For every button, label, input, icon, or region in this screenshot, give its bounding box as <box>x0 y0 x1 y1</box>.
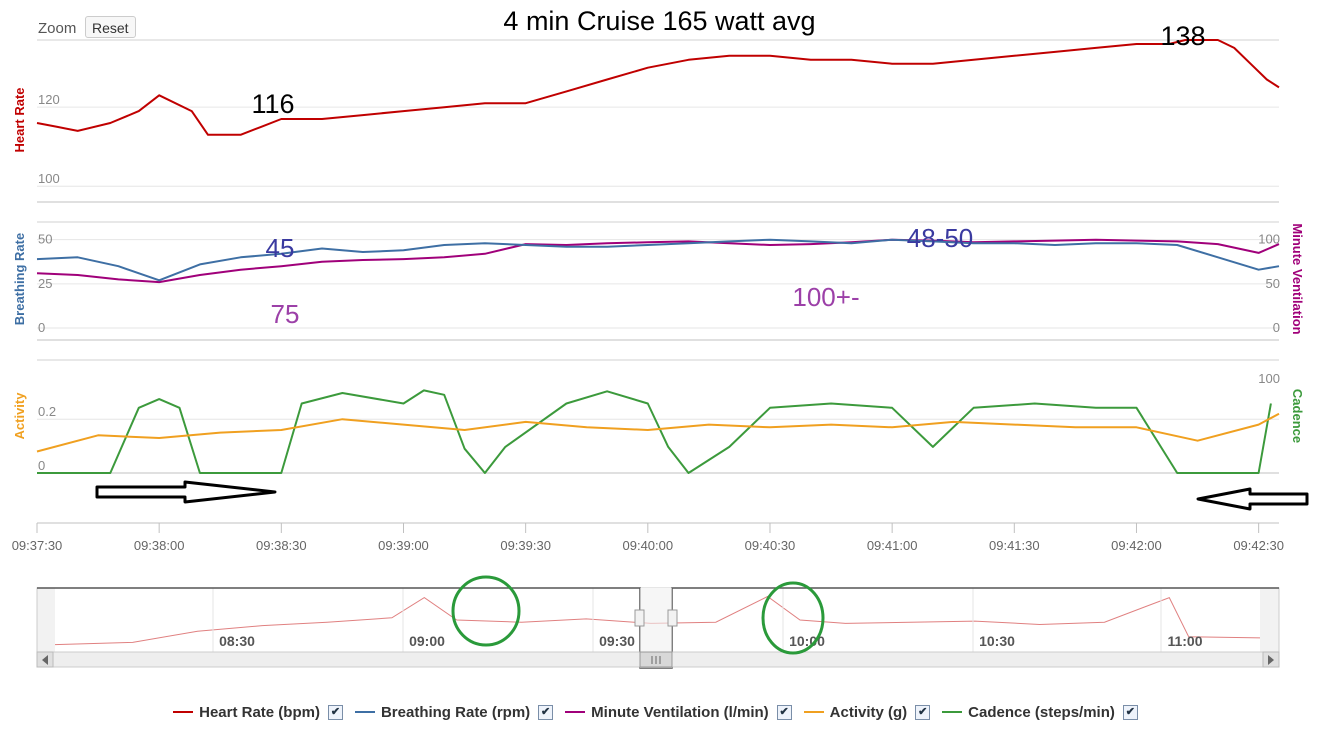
x-axis-tick-label: 09:41:30 <box>989 538 1040 553</box>
legend-label: Minute Ventilation (l/min) <box>591 703 769 721</box>
breathing-right-tick-label: 50 <box>1266 276 1280 291</box>
legend-label: Activity (g) <box>829 703 908 721</box>
mv-start-annotation: 75 <box>271 299 300 329</box>
heart-rate-line <box>36 39 1280 136</box>
br-end-annotation: 48-50 <box>907 223 974 253</box>
navigator-tick-label: 09:30 <box>599 633 635 649</box>
breathing-rate-axis-label: Breathing Rate <box>12 233 27 325</box>
breathing-right-tick-label: 0 <box>1273 320 1280 335</box>
heart-rate-tick-label: 120 <box>38 92 60 107</box>
cadence-line <box>37 389 1272 474</box>
left-arrow-annotation <box>1196 487 1309 511</box>
legend-checkbox[interactable]: ✔ <box>538 704 554 720</box>
reset-zoom-button[interactable]: Reset <box>85 16 136 38</box>
breathing-right-tick-label: 100 <box>1258 232 1280 247</box>
cadence-right-tick-label: 100 <box>1258 371 1280 386</box>
navigator-tick-label: 09:00 <box>409 633 445 649</box>
highlight-circle-1 <box>451 575 521 647</box>
highlight-circle-2 <box>761 581 825 655</box>
legend-item[interactable]: Breathing Rate (rpm) ✔ <box>354 703 561 721</box>
x-axis-tick-label: 09:38:00 <box>134 538 185 553</box>
activity-left-tick-label: 0 <box>38 458 45 473</box>
x-axis-tick-label: 09:40:00 <box>623 538 674 553</box>
x-axis-tick-label: 09:39:00 <box>378 538 429 553</box>
navigator-left-handle <box>634 609 645 627</box>
navigator-tick-label: 08:30 <box>219 633 255 649</box>
chart-title: 4 min Cruise 165 watt avg <box>0 6 1319 37</box>
activity-axis-label: Activity <box>12 392 27 440</box>
legend-checkbox[interactable]: ✔ <box>1122 704 1138 720</box>
x-axis-tick-label: 09:37:30 <box>12 538 63 553</box>
x-axis-tick-label: 09:39:30 <box>500 538 551 553</box>
navigator-tick-label: 10:30 <box>979 633 1015 649</box>
hr-peak-annotation: 138 <box>1160 21 1205 51</box>
minute-ventilation-line <box>36 238 1280 284</box>
x-axis-tick-label: 09:42:00 <box>1111 538 1162 553</box>
navigator-right-handle <box>667 609 678 627</box>
legend-label: Heart Rate (bpm) <box>199 703 320 721</box>
legend-swatch <box>803 711 824 713</box>
x-axis-tick-label: 09:38:30 <box>256 538 307 553</box>
scroll-left-arrow-icon <box>42 655 48 665</box>
legend-swatch <box>173 711 194 713</box>
breathing-rate-line <box>36 238 1280 282</box>
right-arrow-annotation <box>95 480 277 504</box>
navigator-heart-rate-line <box>54 595 1261 646</box>
scroll-right-arrow-icon <box>1268 655 1274 665</box>
legend-item[interactable]: Heart Rate (bpm) ✔ <box>173 704 351 721</box>
legend: Heart Rate (bpm) ✔ Breathing Rate (rpm) ✔ Mi… <box>0 700 1319 721</box>
mv-end-annotation: 100+- <box>792 282 859 312</box>
legend-swatch <box>942 711 963 713</box>
heart-rate-axis-label: Heart Rate <box>12 87 27 152</box>
chart-title-text: 4 min Cruise 165 watt avg <box>503 6 816 36</box>
heart-rate-tick-label: 100 <box>38 171 60 186</box>
hr-start-annotation: 116 <box>251 89 294 119</box>
activity-line <box>36 412 1280 453</box>
x-axis-tick-label: 09:40:30 <box>745 538 796 553</box>
x-axis-tick-label: 09:41:00 <box>867 538 918 553</box>
scrollbar-grip-icon <box>651 656 661 664</box>
br-start-annotation: 45 <box>266 233 295 263</box>
breathing-left-tick-label: 50 <box>38 232 52 247</box>
legend-label: Cadence (steps/min) <box>968 703 1115 721</box>
x-axis-tick-label: 09:42:30 <box>1233 538 1284 553</box>
legend-checkbox[interactable]: ✔ <box>327 704 343 720</box>
legend-item[interactable]: Activity (g) ✔ <box>803 703 939 721</box>
minute-ventilation-axis-label: Minute Ventilation <box>1290 223 1305 334</box>
legend-checkbox[interactable]: ✔ <box>776 704 792 720</box>
zoom-label: Zoom <box>38 20 77 37</box>
activity-left-tick-label: 0.2 <box>38 404 56 419</box>
breathing-left-tick-label: 0 <box>38 320 45 335</box>
cadence-axis-label: Cadence <box>1290 389 1305 443</box>
legend-checkbox[interactable]: ✔ <box>915 704 931 720</box>
legend-item[interactable]: Minute Ventilation (l/min) ✔ <box>565 704 800 721</box>
legend-swatch <box>354 711 375 713</box>
legend-item[interactable]: Cadence (steps/min) ✔ <box>942 704 1146 721</box>
navigator-tick-label: 10:00 <box>789 633 825 649</box>
legend-swatch <box>565 711 586 713</box>
legend-label: Breathing Rate (rpm) <box>380 703 531 721</box>
breathing-left-tick-label: 25 <box>38 276 52 291</box>
navigator-tick-label: 11:00 <box>1167 633 1202 649</box>
